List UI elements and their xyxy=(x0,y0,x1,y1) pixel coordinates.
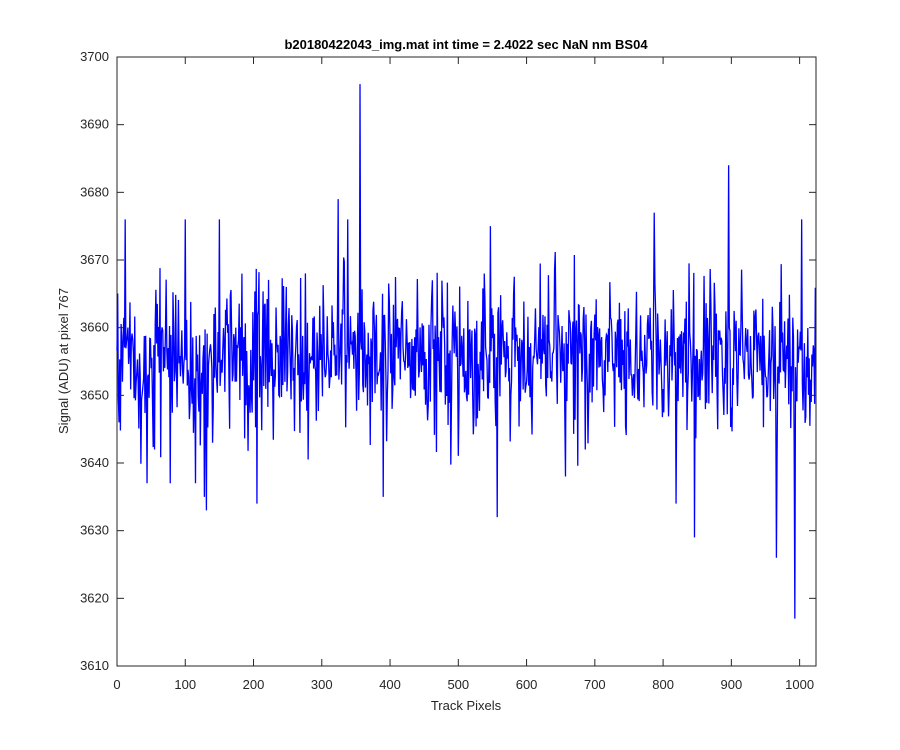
y-tick-label: 3640 xyxy=(80,455,109,470)
x-axis: 0 100 200 300 400 500 600 700 800 900 1000 xyxy=(113,57,814,692)
x-tick-label: 400 xyxy=(379,677,401,692)
y-tick-label: 3610 xyxy=(80,658,109,673)
y-tick-label: 3630 xyxy=(80,523,109,538)
x-tick-label: 700 xyxy=(584,677,606,692)
x-tick-label: 1000 xyxy=(785,677,814,692)
x-tick-label: 800 xyxy=(652,677,674,692)
x-tick-label: 900 xyxy=(721,677,743,692)
x-tick-label: 600 xyxy=(516,677,538,692)
series-line xyxy=(116,84,816,619)
x-tick-label: 300 xyxy=(311,677,333,692)
y-tick-label: 3650 xyxy=(80,387,109,402)
y-tick-label: 3660 xyxy=(80,320,109,335)
x-tick-label: 100 xyxy=(174,677,196,692)
y-tick-label: 3680 xyxy=(80,184,109,199)
y-axis-label: Signal (ADU) at pixel 767 xyxy=(56,288,71,434)
chart-title: b20180422043_img.mat int time = 2.4022 s… xyxy=(284,37,648,52)
x-axis-label: Track Pixels xyxy=(431,698,502,713)
y-tick-label: 3700 xyxy=(80,49,109,64)
x-tick-label: 200 xyxy=(243,677,265,692)
y-tick-label: 3620 xyxy=(80,590,109,605)
y-axis: 3610 3620 3630 3640 3650 3660 3670 3680 3690 3700 xyxy=(80,49,816,673)
x-tick-label: 500 xyxy=(447,677,469,692)
y-tick-label: 3670 xyxy=(80,252,109,267)
x-tick-label: 0 xyxy=(113,677,120,692)
plot-area xyxy=(116,56,817,667)
y-tick-label: 3690 xyxy=(80,117,109,132)
